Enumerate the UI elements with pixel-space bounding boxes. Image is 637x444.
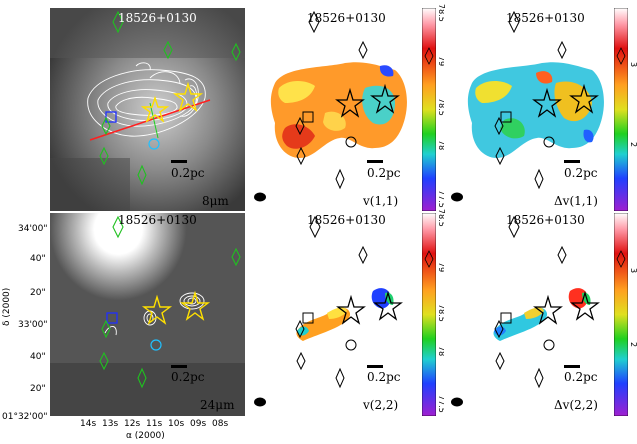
panel-dv22: 18526+0130 0.2pc Δv(2,2) bbox=[444, 213, 614, 416]
panel-24um-source: 18526+0130 bbox=[118, 213, 197, 227]
dec-tick-0: 34'00" bbox=[18, 224, 48, 234]
dec-tick-1: 40" bbox=[30, 254, 46, 264]
panel-dv11-scale: 0.2pc bbox=[564, 166, 598, 180]
colorbar-dv11 bbox=[614, 8, 628, 211]
dec-tick-2: 20" bbox=[30, 288, 46, 298]
ra-tick-6: 08s bbox=[212, 419, 229, 429]
panel-8um-image bbox=[50, 8, 245, 211]
ra-tick-2: 12s bbox=[124, 419, 141, 429]
panel-v11: 18526+0130 0.2pc v(1,1) bbox=[245, 8, 422, 211]
panel-dv11-label: Δv(1,1) bbox=[554, 194, 598, 208]
panel-24um: 18526+0130 0.2pc 24μm bbox=[50, 213, 245, 416]
panel-v11-map bbox=[245, 8, 422, 211]
ra-axis-label: α (2000) bbox=[126, 431, 165, 441]
ra-tick-0: 14s bbox=[80, 419, 97, 429]
colorbar-dv22 bbox=[614, 213, 628, 416]
colorbar-dv11-tick-0: 3 bbox=[629, 62, 637, 67]
panel-v22-label: v(2,2) bbox=[363, 398, 399, 412]
panel-v22-map bbox=[245, 213, 422, 416]
panel-dv22-scale: 0.2pc bbox=[564, 370, 598, 384]
panel-24um-scale: 0.2pc bbox=[171, 370, 205, 384]
colorbar-dv22-tick-0: 3 bbox=[629, 268, 637, 273]
panel-dv22-source: 18526+0130 bbox=[506, 213, 585, 227]
panel-dv11-source: 18526+0130 bbox=[506, 11, 585, 25]
colorbar-dv11-tick-1: 2 bbox=[629, 142, 637, 147]
panel-24um-image bbox=[50, 213, 245, 416]
ra-tick-3: 11s bbox=[146, 419, 163, 429]
ra-tick-5: 09s bbox=[190, 419, 207, 429]
panel-8um-source: 18526+0130 bbox=[118, 11, 197, 25]
panel-8um: 18526+0130 0.2pc 8μm bbox=[50, 8, 245, 211]
ra-tick-4: 10s bbox=[168, 419, 185, 429]
dec-axis-label: δ (2000) bbox=[2, 287, 12, 326]
panel-dv11-map bbox=[444, 8, 614, 211]
panel-dv22-map bbox=[444, 213, 614, 416]
panel-v22: 18526+0130 0.2pc v(2,2) bbox=[245, 213, 422, 416]
dec-tick-4: 40" bbox=[30, 352, 46, 362]
panel-v11-scale: 0.2pc bbox=[367, 166, 401, 180]
panel-v22-scale: 0.2pc bbox=[367, 370, 401, 384]
ra-tick-1: 13s bbox=[102, 419, 119, 429]
panel-v11-label: v(1,1) bbox=[363, 194, 399, 208]
colorbar-dv22-tick-1: 2 bbox=[629, 342, 637, 347]
panel-24um-band: 24μm bbox=[200, 398, 235, 412]
colorbar-v22 bbox=[422, 213, 436, 416]
dec-tick-6: 01°32'00" bbox=[2, 412, 48, 422]
panel-v22-source: 18526+0130 bbox=[307, 213, 386, 227]
panel-8um-band: 8μm bbox=[202, 194, 229, 208]
panel-v11-source: 18526+0130 bbox=[307, 11, 386, 25]
colorbar-v11 bbox=[422, 8, 436, 211]
dec-tick-5: 20" bbox=[30, 384, 46, 394]
panel-dv22-label: Δv(2,2) bbox=[554, 398, 598, 412]
panel-dv11: 18526+0130 0.2pc Δv(1,1) bbox=[444, 8, 614, 211]
panel-8um-scale: 0.2pc bbox=[171, 166, 205, 180]
dec-tick-3: 33'00" bbox=[18, 320, 48, 330]
